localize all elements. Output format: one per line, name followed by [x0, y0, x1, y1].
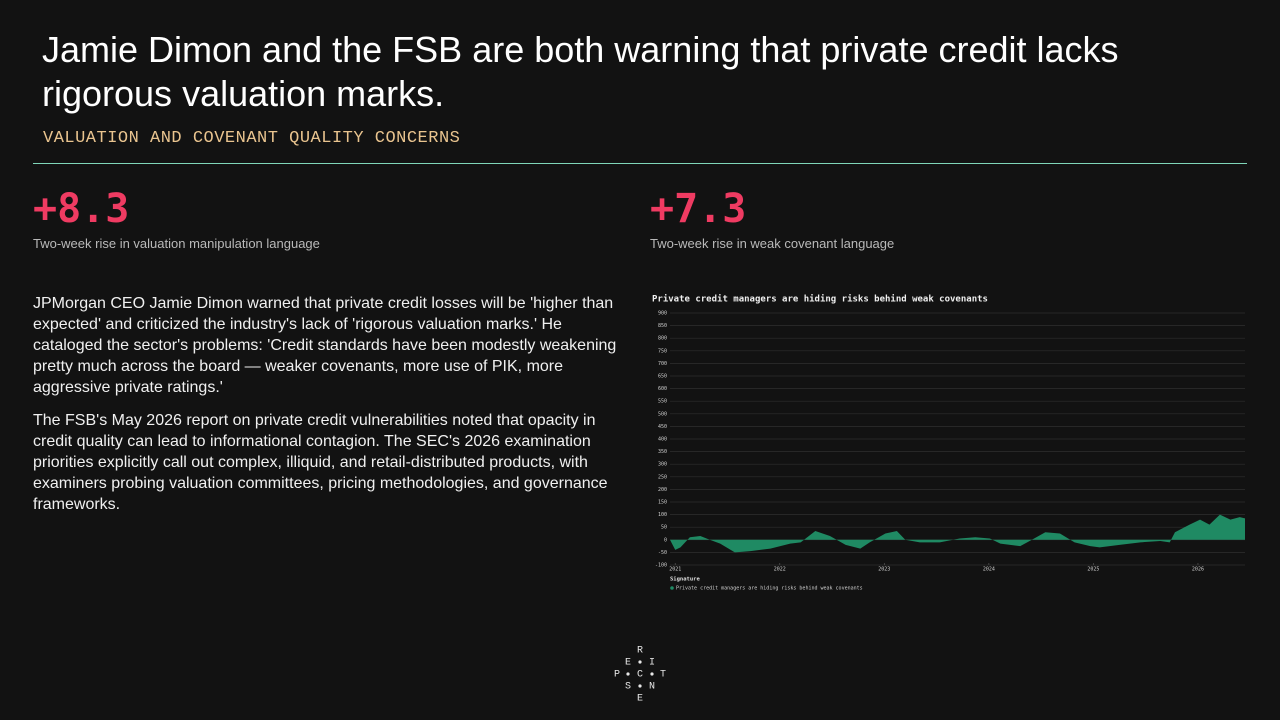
y-tick-label: 800: [658, 336, 667, 342]
divider: [33, 163, 1247, 164]
slide-title: Jamie Dimon and the FSB are both warning…: [42, 29, 1119, 114]
y-tick-label: 450: [658, 424, 667, 430]
logo-dot: [626, 672, 630, 676]
y-tick-label: 750: [658, 348, 667, 354]
paragraph: The FSB's May 2026 report on private cre…: [33, 412, 608, 513]
logo-dot: [638, 660, 642, 664]
y-tick-label: 850: [658, 323, 667, 329]
logo: R E I P C T S N E: [614, 646, 666, 705]
y-tick-label: 50: [661, 525, 667, 531]
x-tick-label: 2024: [983, 567, 995, 573]
logo-letter: E: [637, 694, 643, 705]
x-tick-label: 2021: [669, 567, 681, 573]
y-tick-label: 100: [658, 512, 667, 518]
slide-subtitle: VALUATION AND COVENANT QUALITY CONCERNS: [43, 129, 461, 148]
area: [670, 514, 1245, 553]
logo-letter: N: [649, 682, 655, 693]
y-tick-label: 300: [658, 462, 667, 468]
logo-letter: I: [649, 658, 655, 669]
chart-title: Private credit managers are hiding risks…: [652, 294, 988, 305]
y-tick-label: 400: [658, 437, 667, 443]
stat-label: Two-week rise in valuation manipulation …: [33, 236, 320, 251]
y-tick-label: 900: [658, 311, 667, 317]
x-tick-label: 2025: [1087, 567, 1099, 573]
stat-label: Two-week rise in weak covenant language: [650, 236, 895, 251]
legend-title: Signature: [670, 577, 700, 583]
paragraph: JPMorgan CEO Jamie Dimon warned that pri…: [33, 295, 617, 396]
y-tick-label: -100: [655, 563, 667, 569]
legend-swatch: [670, 586, 674, 590]
logo-letter: S: [625, 682, 631, 693]
x-tick-label: 2026: [1192, 567, 1204, 573]
logo-letter: T: [660, 670, 666, 681]
logo-letter: R: [637, 646, 643, 657]
y-tick-label: 550: [658, 399, 667, 405]
y-tick-label: 700: [658, 361, 667, 367]
y-tick-label: 350: [658, 449, 667, 455]
y-tick-label: 150: [658, 500, 667, 506]
stat: +8.3 Two-week rise in valuation manipula…: [33, 186, 320, 251]
logo-letter: C: [637, 670, 643, 681]
x-tick-label: 2022: [774, 567, 786, 573]
y-tick-label: 650: [658, 374, 667, 380]
stat-value: +8.3: [33, 186, 130, 232]
x-tick-label: 2023: [878, 567, 890, 573]
logo-dot: [638, 684, 642, 688]
y-tick-label: -50: [658, 550, 667, 556]
y-tick-label: 200: [658, 487, 667, 493]
chart: Private credit managers are hiding risks…: [652, 294, 1245, 592]
y-tick-label: 0: [664, 537, 667, 543]
stat: +7.3 Two-week rise in weak covenant lang…: [650, 186, 894, 251]
logo-dot: [650, 672, 654, 676]
legend-label: Private credit managers are hiding risks…: [676, 586, 863, 592]
y-tick-label: 500: [658, 411, 667, 417]
body-text: JPMorgan CEO Jamie Dimon warned that pri…: [33, 293, 633, 527]
logo-letter: E: [625, 658, 631, 669]
y-tick-label: 250: [658, 474, 667, 480]
stat-value: +7.3: [650, 186, 747, 232]
y-tick-label: 600: [658, 386, 667, 392]
logo-letter: P: [614, 670, 620, 681]
